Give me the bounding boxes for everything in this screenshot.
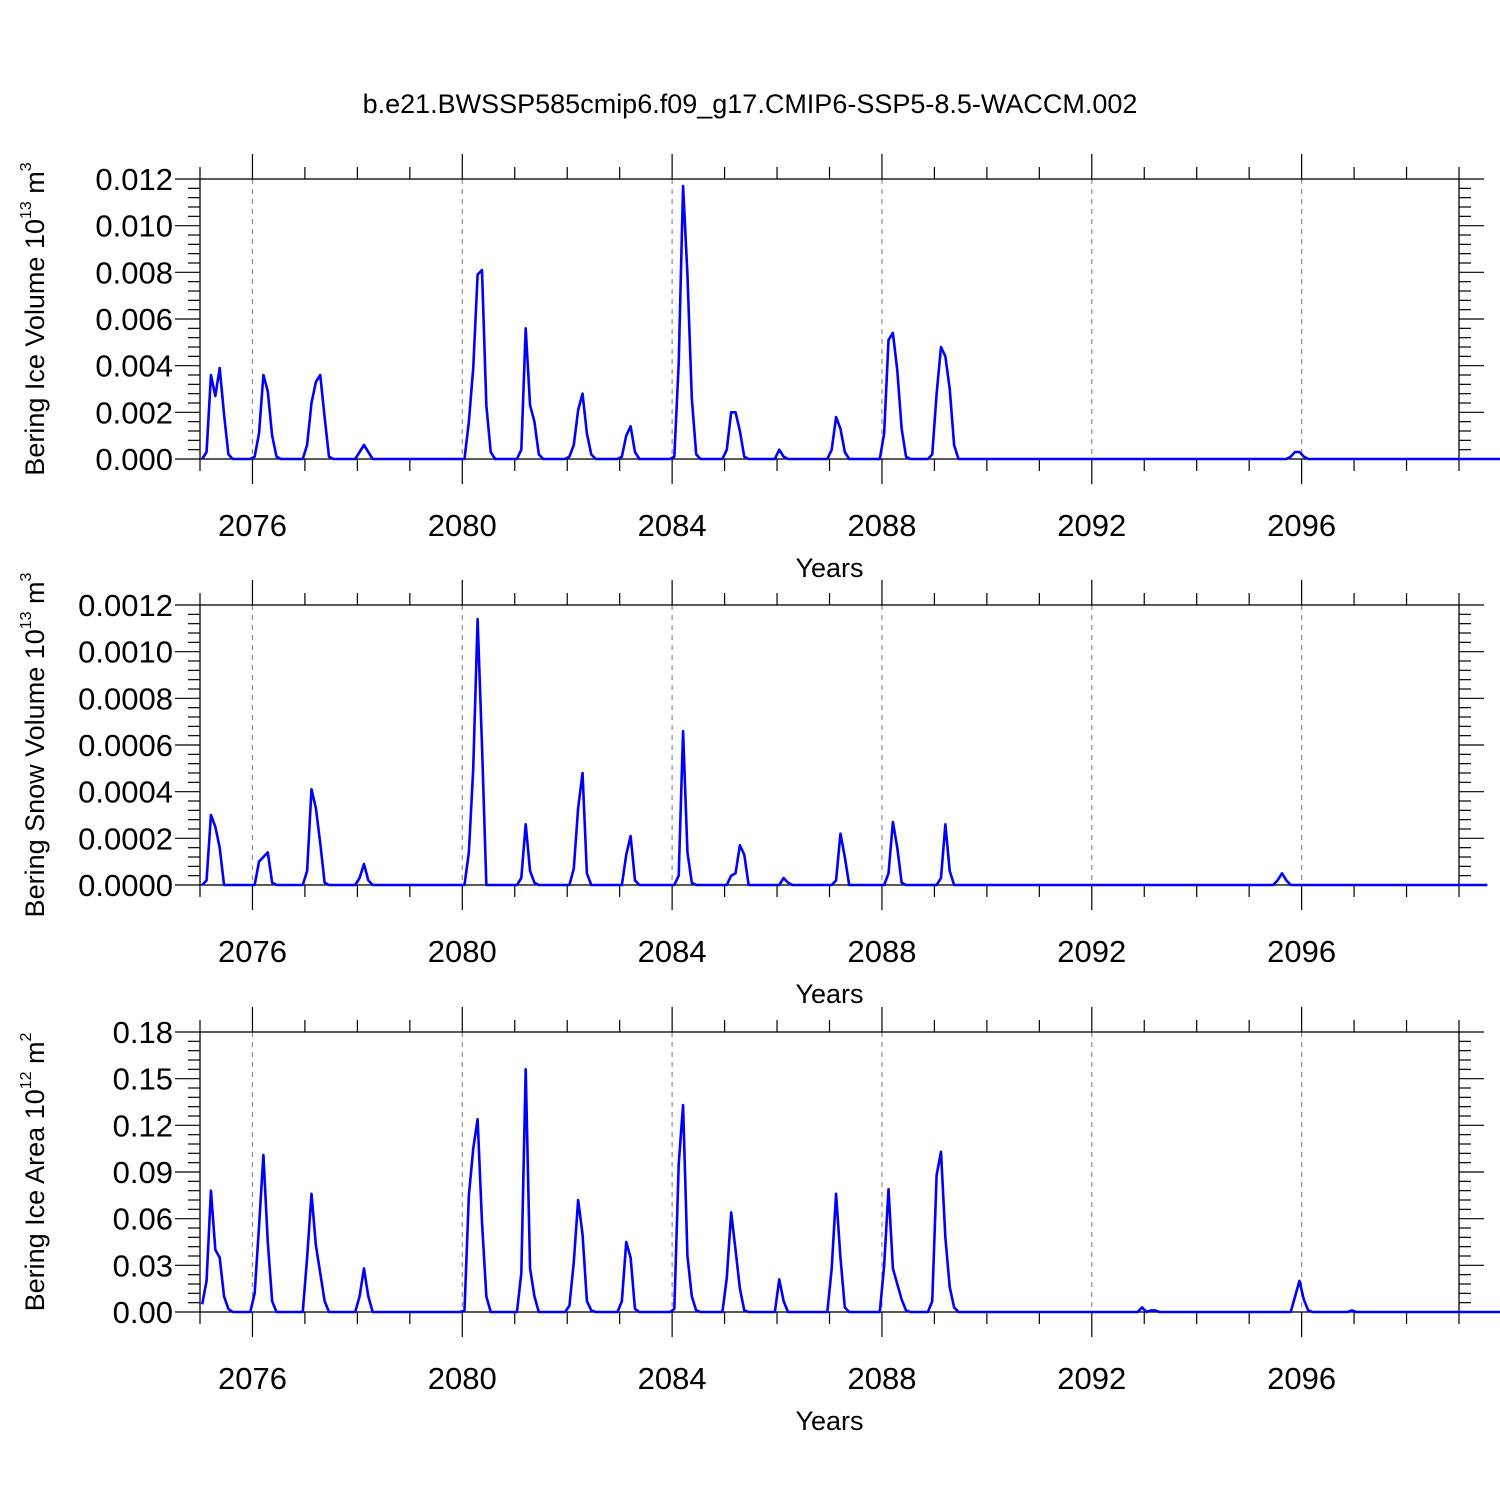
x-tick-label: 2076 bbox=[218, 1361, 287, 1396]
x-tick-label: 2088 bbox=[847, 934, 916, 969]
x-tick-label: 2088 bbox=[847, 1361, 916, 1396]
x-tick-label: 2080 bbox=[428, 934, 497, 969]
x-axis-label: Years bbox=[795, 553, 863, 583]
y-tick-label: 0.002 bbox=[95, 395, 173, 430]
x-tick-label: 2092 bbox=[1057, 1361, 1126, 1396]
series-line bbox=[201, 184, 1500, 461]
x-tick-label: 2076 bbox=[218, 508, 287, 543]
panel-1: 0.000 0.002 0.004 0.006 0.008 0.010 0.012 2076 2… bbox=[18, 154, 1500, 583]
y-tick-label: 0.0002 bbox=[78, 821, 173, 856]
y-tick-label: 0.012 bbox=[95, 162, 173, 197]
panel-2: 0.0000 0.0002 0.0004 0.0006 0.0008 0.0010 0.00… bbox=[18, 572, 1488, 1009]
y-axis-label: Bering Ice Volume 1013 m3 bbox=[18, 162, 50, 475]
y-tick-label: 0.006 bbox=[95, 302, 173, 337]
series-line bbox=[200, 1068, 1500, 1314]
x-axis-label: Years bbox=[795, 1406, 863, 1436]
y-axis-label-ylabel-unit-exp: 3 bbox=[18, 572, 35, 581]
y-axis-label-ylabel-unit-exp: 2 bbox=[18, 1032, 35, 1041]
x-tick-label: 2088 bbox=[847, 508, 916, 543]
plot-frame bbox=[199, 178, 1460, 460]
x-tick-label: 2080 bbox=[428, 1361, 497, 1396]
x-tick-label: 2092 bbox=[1057, 934, 1126, 969]
panel-3: 0.00 0.03 0.06 0.09 0.12 0.15 0.18 2076 2080 2084… bbox=[18, 1007, 1500, 1436]
y-axis-label-ylabel: Bering Ice Area 10 bbox=[20, 1089, 50, 1311]
y-tick-label: 0.00 bbox=[113, 1295, 173, 1330]
y-axis-label-ylabel-unit: m bbox=[20, 581, 50, 611]
x-tick-label: 2084 bbox=[638, 508, 707, 543]
y-tick-label: 0.0000 bbox=[78, 868, 173, 903]
y-tick-label: 0.09 bbox=[113, 1155, 173, 1190]
y-axis-label-ylabel-unit: m bbox=[20, 1041, 50, 1071]
x-tick-label: 2084 bbox=[638, 934, 707, 969]
y-tick-label: 0.0012 bbox=[78, 588, 173, 623]
y-axis-label-ylabel-unit: m bbox=[20, 171, 50, 201]
y-tick-label: 0.000 bbox=[95, 442, 173, 477]
y-axis-label: Bering Ice Area 1012 m2 bbox=[18, 1032, 50, 1311]
y-axis-label-ylabel-exp: 13 bbox=[18, 611, 35, 629]
y-tick-label: 0.06 bbox=[113, 1202, 173, 1237]
y-axis-label-ylabel: Bering Snow Volume 10 bbox=[20, 629, 50, 917]
x-axis-label: Years bbox=[795, 979, 863, 1009]
series-line bbox=[201, 617, 1488, 887]
y-tick-label: 0.010 bbox=[95, 209, 173, 244]
x-tick-label: 2096 bbox=[1267, 934, 1336, 969]
y-tick-label: 0.12 bbox=[113, 1108, 173, 1143]
x-tick-label: 2080 bbox=[428, 508, 497, 543]
y-tick-label: 0.15 bbox=[113, 1062, 173, 1097]
x-tick-label: 2096 bbox=[1267, 1361, 1336, 1396]
plot-frame bbox=[199, 1031, 1460, 1313]
y-tick-label: 0.004 bbox=[95, 349, 173, 384]
y-axis-label-ylabel: Bering Ice Volume 10 bbox=[20, 219, 50, 476]
x-tick-label: 2092 bbox=[1057, 508, 1126, 543]
y-tick-label: 0.18 bbox=[113, 1015, 173, 1050]
y-tick-label: 0.03 bbox=[113, 1248, 173, 1283]
y-axis-label-ylabel-exp: 13 bbox=[18, 201, 35, 219]
y-tick-label: 0.0008 bbox=[78, 681, 173, 716]
x-tick-label: 2084 bbox=[638, 1361, 707, 1396]
y-axis-label-ylabel-exp: 12 bbox=[18, 1071, 35, 1089]
y-tick-label: 0.008 bbox=[95, 255, 173, 290]
y-axis-label: Bering Snow Volume 1013 m3 bbox=[18, 572, 50, 917]
y-tick-label: 0.0010 bbox=[78, 635, 173, 670]
x-tick-label: 2076 bbox=[218, 934, 287, 969]
y-tick-label: 0.0004 bbox=[78, 775, 173, 810]
y-axis-label-ylabel-unit-exp: 3 bbox=[18, 162, 35, 171]
y-tick-label: 0.0006 bbox=[78, 728, 173, 763]
figure-title: b.e21.BWSSP585cmip6.f09_g17.CMIP6-SSP5-8… bbox=[363, 89, 1138, 119]
x-tick-label: 2096 bbox=[1267, 508, 1336, 543]
